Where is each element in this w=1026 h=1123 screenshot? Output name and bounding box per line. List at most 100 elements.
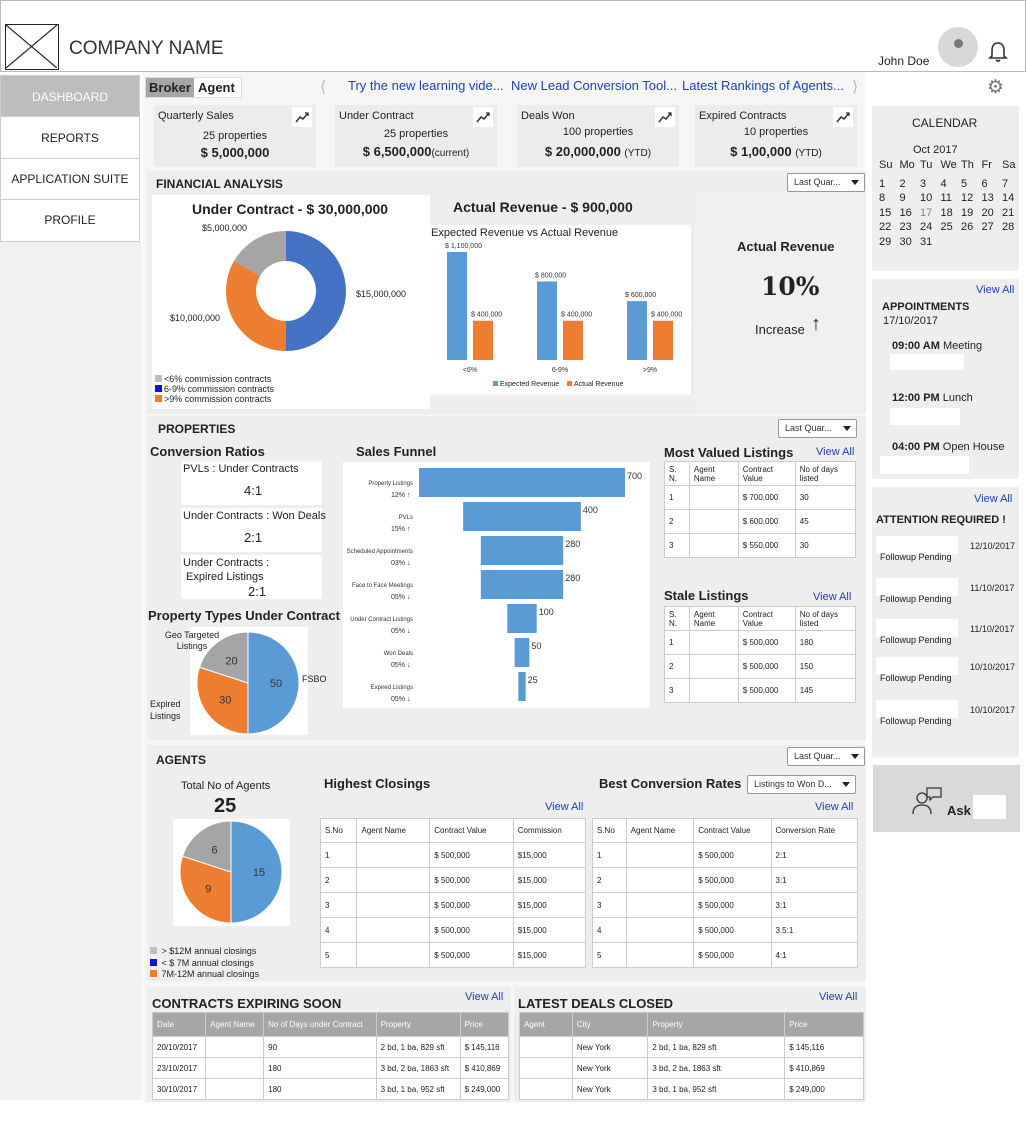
calendar-day[interactable]: 17 — [920, 206, 933, 219]
calendar-day[interactable]: 11 — [940, 192, 952, 204]
table-row[interactable]: 3 $ 500,000 145 — [664, 678, 857, 703]
calendar-day[interactable]: 2 — [899, 177, 906, 190]
calendar-day[interactable]: 23 — [899, 221, 912, 233]
under-contract-donut[interactable] — [220, 226, 355, 356]
calendar-day[interactable]: 15 — [879, 206, 892, 219]
attention-item-box[interactable] — [876, 619, 958, 637]
attention-item-box[interactable] — [876, 657, 958, 675]
column-header[interactable]: Agent — [519, 1012, 573, 1037]
column-header[interactable]: Price — [459, 1012, 510, 1037]
ticker-item-1[interactable]: Try the new learning vide... — [348, 78, 504, 93]
period-dropdown[interactable]: Last Quar... — [778, 419, 857, 438]
table-row[interactable]: 5 $ 500,000 4:1 — [592, 942, 858, 968]
column-header[interactable]: Contract Value — [429, 818, 514, 843]
column-header[interactable]: No of Days under Contract — [263, 1012, 377, 1037]
table-row[interactable]: 3 $ 500,000 3:1 — [592, 892, 858, 918]
table-row[interactable]: 3 $ 500,000 $15,000 — [319, 892, 587, 918]
column-header[interactable]: No of days listed — [794, 606, 857, 631]
column-header[interactable]: Contract Value — [737, 606, 796, 631]
table-row[interactable]: 4 $ 500,000 3.5:1 — [592, 917, 858, 943]
calendar-day[interactable]: 3 — [920, 177, 927, 190]
calendar-day[interactable]: 12 — [961, 192, 974, 204]
column-header[interactable]: No of days listed — [794, 461, 857, 486]
calendar-day[interactable]: 18 — [940, 206, 953, 219]
gear-icon[interactable]: ⚙ — [987, 77, 1005, 98]
column-header[interactable]: S.No — [592, 818, 627, 843]
view-all-link[interactable]: View All — [816, 446, 855, 458]
attention-item-box[interactable] — [876, 578, 958, 596]
table-row[interactable]: 2 $ 500,000 $15,000 — [319, 867, 587, 893]
attention-item-box[interactable] — [876, 700, 958, 718]
calendar-day[interactable]: 21 — [1002, 206, 1015, 219]
table-row[interactable]: 1 $ 500,000 2:1 — [592, 842, 858, 868]
column-header[interactable]: S.No — [319, 818, 358, 843]
calendar-day[interactable]: 28 — [1002, 221, 1015, 233]
view-all-link[interactable]: View All — [465, 991, 504, 1003]
sidebar-item-application-suite[interactable]: APPLICATION SUITE — [0, 159, 140, 200]
column-header[interactable]: Date — [151, 1012, 207, 1037]
calendar-day[interactable]: 20 — [981, 206, 994, 219]
view-all-link[interactable]: View All — [813, 591, 852, 603]
chat-user-icon[interactable] — [910, 786, 944, 816]
calendar-day[interactable]: 8 — [879, 192, 886, 204]
view-all-link[interactable]: View All — [976, 284, 1015, 296]
column-header[interactable]: Agent Name — [688, 461, 739, 486]
trend-icon[interactable] — [833, 107, 853, 127]
ask-input[interactable] — [973, 795, 1006, 819]
calendar-day[interactable]: 25 — [940, 221, 953, 233]
calendar-day[interactable]: 1 — [879, 177, 886, 190]
trend-icon[interactable] — [473, 107, 493, 127]
table-row[interactable]: 3 $ 550,000 30 — [664, 533, 857, 558]
calendar-day[interactable]: 27 — [981, 221, 994, 233]
table-row[interactable]: 20/10/2017 90 2 bd, 1 ba, 829 sft $ 145,116 — [151, 1036, 510, 1058]
agent-tab[interactable]: Agent — [198, 80, 235, 95]
column-header[interactable]: Price — [784, 1012, 864, 1037]
column-header[interactable]: City — [571, 1012, 649, 1037]
kpi-deals-won[interactable]: Deals Won 100 properties $ 20,000,000 (Y… — [517, 105, 679, 167]
table-row[interactable]: New York 3 bd, 2 ba, 1863 sft $ 410,869 — [519, 1057, 864, 1079]
table-row[interactable]: 1 $ 500,000 180 — [664, 630, 857, 655]
avatar[interactable] — [938, 27, 978, 67]
trend-icon[interactable] — [655, 107, 675, 127]
revenue-bar-chart[interactable]: $ 1,100,000 $ 400,000 <6% $ 800,000 $ 400,00… — [427, 225, 691, 395]
appointment-item[interactable]: 04:00 PM Open House — [892, 441, 1005, 453]
calendar-day[interactable]: 7 — [1002, 177, 1009, 190]
calendar-day[interactable]: 5 — [961, 177, 968, 190]
ticker-item-3[interactable]: Latest Rankings of Agents... — [682, 78, 844, 93]
table-row[interactable]: 30/10/2017 180 3 bd, 1 ba, 952 sft $ 249,00… — [151, 1078, 510, 1100]
user-name[interactable]: John Doe — [878, 54, 930, 68]
column-header[interactable]: S. N. — [664, 461, 690, 486]
bell-icon[interactable] — [988, 41, 1008, 63]
calendar-day[interactable]: 29 — [879, 235, 892, 248]
sales-funnel-chart[interactable]: 700 Property Listings 12% ↑ 400 PVLs 15% ↑ 280… — [343, 462, 650, 708]
calendar-day[interactable]: 24 — [920, 221, 933, 233]
appointment-item[interactable]: 12:00 PM Lunch — [892, 392, 973, 404]
calendar-day[interactable]: 26 — [961, 221, 974, 233]
calendar-day[interactable]: 6 — [981, 177, 988, 190]
broker-tab[interactable]: Broker — [146, 78, 194, 97]
sidebar-item-dashboard[interactable]: DASHBOARD — [0, 75, 140, 117]
kpi-quarterly-sales[interactable]: Quarterly Sales 25 properties $ 5,000,00… — [154, 105, 316, 167]
column-header[interactable]: Agent Name — [356, 818, 431, 843]
column-header[interactable]: Conversion Rate — [770, 818, 858, 843]
column-header[interactable]: S. N. — [664, 606, 690, 631]
attention-item-box[interactable] — [876, 536, 958, 554]
table-row[interactable]: 2 $ 500,000 3:1 — [592, 867, 858, 893]
column-header[interactable]: Commission — [512, 818, 587, 843]
column-header[interactable]: Agent Name — [688, 606, 739, 631]
table-row[interactable]: 2 $ 600,000 45 — [664, 509, 857, 534]
period-dropdown[interactable]: Last Quar... — [787, 173, 865, 192]
calendar-day[interactable]: 10 — [920, 192, 933, 204]
conversion-dropdown[interactable]: Listings to Won D... — [747, 775, 856, 794]
view-all-link[interactable]: View All — [545, 801, 584, 813]
trend-icon[interactable] — [292, 107, 312, 127]
view-all-link[interactable]: View All — [815, 801, 854, 813]
chevron-right-icon[interactable]: ⟩ — [852, 79, 859, 96]
column-header[interactable]: Property — [375, 1012, 461, 1037]
calendar-day[interactable]: 4 — [940, 177, 947, 190]
table-row[interactable]: New York 3 bd, 1 ba, 952 sft $ 249,000 — [519, 1078, 864, 1100]
view-all-link[interactable]: View All — [819, 991, 858, 1003]
calendar-day[interactable]: 22 — [879, 221, 892, 233]
calendar-day[interactable]: 13 — [981, 192, 994, 204]
calendar-day[interactable]: 19 — [961, 206, 974, 219]
